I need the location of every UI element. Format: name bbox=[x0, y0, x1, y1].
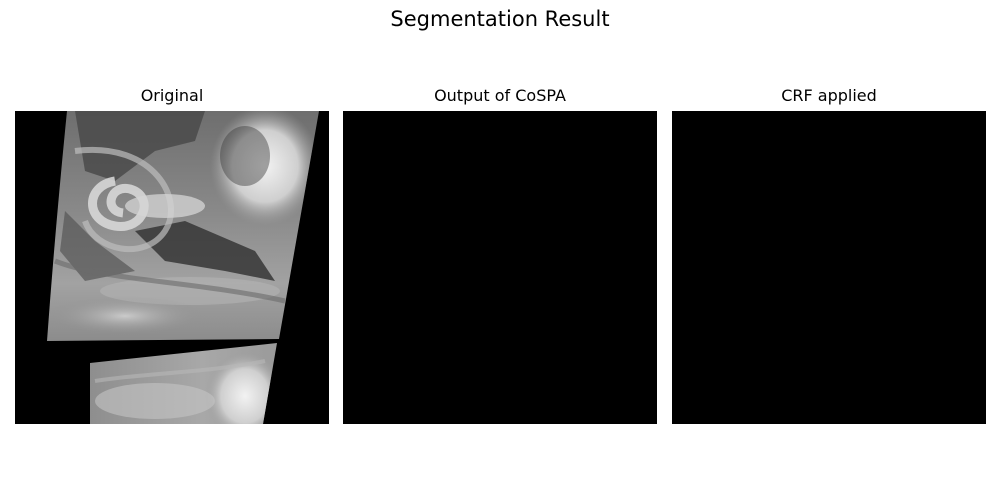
panel-title-crf-applied: CRF applied bbox=[781, 86, 877, 105]
satellite-swath-illustration bbox=[47, 111, 319, 424]
cospa-output-image bbox=[343, 111, 657, 424]
panel-title-original: Original bbox=[140, 86, 204, 105]
panel-title-cospa-output: Output of CoSPA bbox=[434, 86, 566, 105]
original-satellite-image bbox=[15, 111, 329, 424]
figure-title: Segmentation Result bbox=[390, 7, 610, 31]
crf-applied-image bbox=[672, 111, 986, 424]
